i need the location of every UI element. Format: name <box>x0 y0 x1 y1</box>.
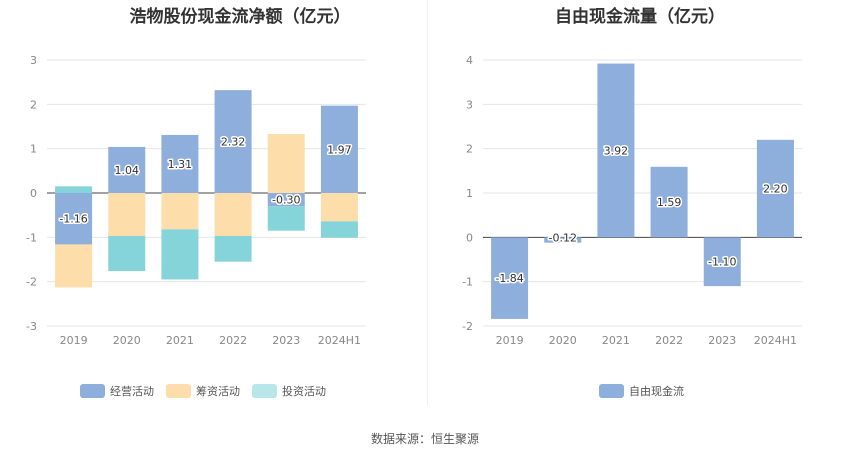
left-x-tick: 2019 <box>60 334 88 347</box>
right-x-tick: 2019 <box>496 334 524 347</box>
financing-bar <box>320 193 358 222</box>
fcf-bar <box>544 237 582 243</box>
left-y-tick: 0 <box>30 187 37 200</box>
right-x-tick: 2021 <box>602 334 630 347</box>
right-x-tick: 2023 <box>708 334 736 347</box>
investing-bar <box>267 206 305 231</box>
right-chart-title: 自由现金流量（亿元） <box>555 7 725 27</box>
operating-bar <box>214 90 252 193</box>
investing-bar <box>214 236 252 262</box>
left-y-tick: 1 <box>30 143 37 156</box>
right-x-tick: 2020 <box>549 334 577 347</box>
right-y-tick: 4 <box>466 54 473 67</box>
legend-label-investing: 投资活动 <box>282 385 326 398</box>
legend-swatch-operating <box>80 384 105 398</box>
left-x-tick: 2021 <box>166 334 194 347</box>
financing-bar <box>55 244 93 288</box>
fcf-data-label: -1.84 <box>495 272 523 285</box>
right-y-tick: 1 <box>466 187 473 200</box>
legend-item-financing[interactable]: 筹资活动 <box>166 383 240 399</box>
operating-data-label: 1.31 <box>168 158 193 171</box>
legend-item-operating[interactable]: 经营活动 <box>80 383 154 399</box>
legend-swatch-financing <box>166 384 191 398</box>
financing-bar <box>161 193 199 230</box>
right-y-tick: 3 <box>466 98 473 111</box>
fcf-bar <box>703 237 741 287</box>
operating-bar <box>320 105 358 193</box>
data-source: 数据来源：恒生聚源 <box>370 432 479 446</box>
right-y-tick: 2 <box>466 143 473 156</box>
left-x-tick: 2020 <box>113 334 141 347</box>
investing-bar <box>108 236 146 272</box>
investing-bar <box>320 221 358 238</box>
left-y-tick: -2 <box>26 276 37 289</box>
legend-label-fcf: 自由现金流 <box>629 385 684 398</box>
fcf-data-label: 2.20 <box>763 183 788 196</box>
operating-data-label: 2.32 <box>221 136 246 149</box>
fcf-data-label: -1.10 <box>708 256 736 269</box>
fcf-data-label: 1.59 <box>657 196 682 209</box>
legend-swatch-fcf <box>599 384 624 398</box>
operating-data-label: -0.30 <box>272 194 300 207</box>
cash-flow-net-chart: 3 2 1 0 -1 -2 -3 2019 2020 2021 2022 2023 2024H1 -1.1… <box>26 54 366 347</box>
left-y-tick: -3 <box>26 320 37 333</box>
free-cash-flow-chart: 4 3 2 1 0 -1 -2 2019 2020 2021 2022 2023 2024H1 -1.84… <box>462 54 802 347</box>
right-y-tick: -1 <box>462 276 473 289</box>
left-y-tick: 3 <box>30 54 37 67</box>
legend-label-operating: 经营活动 <box>110 385 154 398</box>
left-legend: 经营活动 筹资活动 投资活动 <box>80 383 338 399</box>
legend-swatch-investing <box>252 384 277 398</box>
financing-bar <box>108 193 146 237</box>
left-chart-title: 浩物股份现金流净额（亿元） <box>129 7 351 27</box>
left-y-tick: -1 <box>26 231 37 244</box>
panel-divider <box>427 0 428 405</box>
right-y-tick: 0 <box>466 231 473 244</box>
fcf-bar <box>756 139 794 238</box>
fcf-data-label: 3.92 <box>604 144 629 157</box>
financing-bar <box>214 193 252 237</box>
right-y-tick: -2 <box>462 320 473 333</box>
right-x-tick: 2022 <box>655 334 683 347</box>
operating-bar <box>267 193 305 207</box>
left-x-tick: 2023 <box>272 334 300 347</box>
fcf-bar <box>491 237 529 319</box>
investing-bar <box>55 186 93 193</box>
legend-label-financing: 筹资活动 <box>196 385 240 398</box>
right-legend: 自由现金流 <box>599 383 696 399</box>
right-x-tick: 2024H1 <box>754 334 797 347</box>
operating-bar <box>161 134 199 193</box>
investing-bar <box>161 229 199 280</box>
left-x-tick: 2024H1 <box>318 334 361 347</box>
operating-data-label: 1.04 <box>115 164 140 177</box>
operating-bar <box>55 193 93 245</box>
left-y-tick: 2 <box>30 98 37 111</box>
legend-item-fcf[interactable]: 自由现金流 <box>599 383 684 399</box>
legend-item-investing[interactable]: 投资活动 <box>252 383 326 399</box>
operating-data-label: 1.97 <box>327 143 352 156</box>
fcf-bar <box>650 166 688 238</box>
financing-bar <box>267 134 305 193</box>
fcf-data-label: -0.12 <box>549 231 577 244</box>
operating-bar <box>108 146 146 193</box>
fcf-bar <box>597 63 635 238</box>
left-x-tick: 2022 <box>219 334 247 347</box>
operating-data-label: -1.16 <box>59 213 87 226</box>
